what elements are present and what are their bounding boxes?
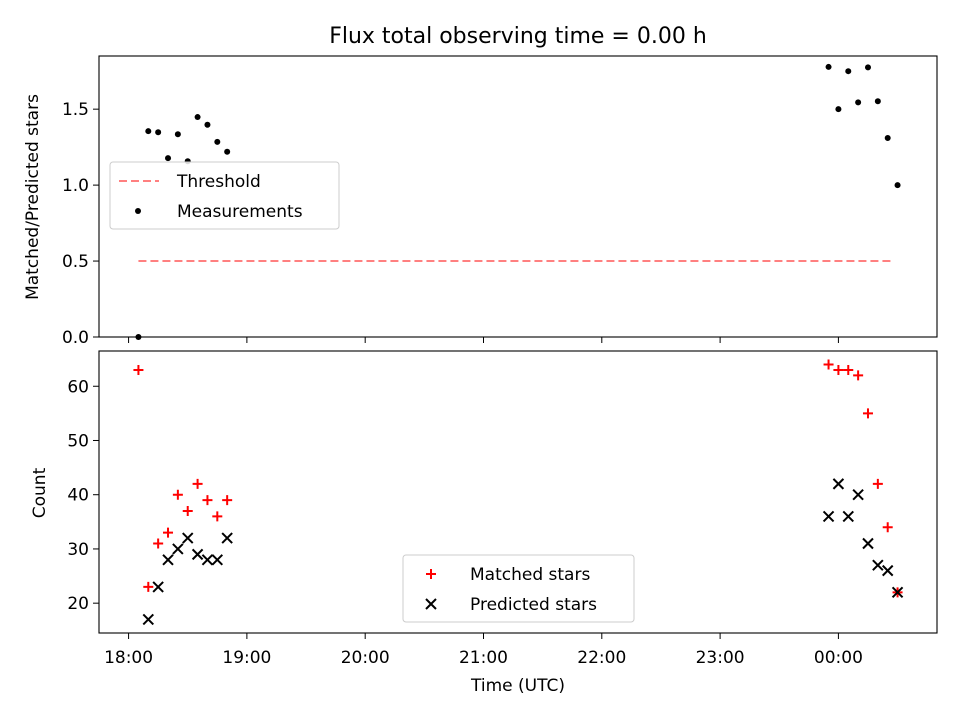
y-tick-label: 0.5 bbox=[62, 252, 89, 272]
y-tick-label: 50 bbox=[67, 431, 89, 451]
legend-box bbox=[109, 161, 340, 230]
panel-1: 0.0 0.5 1.0 1.5 Matched/Predicted stars Thres… bbox=[23, 55, 938, 348]
measurement-point bbox=[174, 131, 181, 138]
measurement-point bbox=[894, 182, 901, 189]
predicted-star-point bbox=[172, 543, 184, 555]
predicted-star-point bbox=[152, 581, 164, 593]
x-tick-label: 23:00 bbox=[696, 648, 745, 668]
predicted-star-point bbox=[872, 559, 884, 571]
legend: Matched stars Predicted stars bbox=[402, 554, 635, 623]
measurement-point bbox=[884, 135, 891, 142]
x-tick-label: 22:00 bbox=[577, 648, 626, 668]
y-tick-label: 0.0 bbox=[62, 328, 89, 348]
predicted-star-point bbox=[832, 478, 845, 490]
plot-frame bbox=[98, 55, 938, 338]
legend: Threshold Measurements bbox=[109, 161, 340, 230]
matched-star-point bbox=[192, 478, 203, 489]
measurement-point bbox=[855, 99, 862, 106]
measurement-point bbox=[155, 129, 162, 136]
legend-dot-swatch bbox=[135, 208, 141, 214]
predicted-star-point bbox=[142, 613, 155, 626]
measurement-point bbox=[145, 128, 152, 135]
x-tick-label: 18:00 bbox=[104, 648, 153, 668]
measurement-point bbox=[214, 138, 221, 145]
y-tick-label: 20 bbox=[67, 594, 89, 614]
predicted-star-point bbox=[881, 564, 894, 577]
measurement-point bbox=[874, 98, 881, 105]
y-tick-label: 40 bbox=[67, 486, 89, 506]
y-tick-label: 60 bbox=[67, 377, 89, 397]
measurement-point bbox=[194, 114, 201, 121]
measurement-point bbox=[224, 148, 231, 155]
plot-frame bbox=[98, 350, 938, 634]
legend-plus-swatch bbox=[426, 569, 436, 579]
matched-star-point bbox=[882, 522, 893, 533]
matched-star-point bbox=[182, 505, 193, 516]
legend-box bbox=[402, 554, 635, 623]
matched-star-point bbox=[163, 527, 174, 538]
chart-title: Flux total observing time = 0.00 h bbox=[329, 24, 707, 49]
matched-star-point bbox=[833, 364, 844, 375]
measurement-point bbox=[204, 121, 211, 128]
y-axis-label: Count bbox=[30, 467, 50, 518]
matched-star-point bbox=[853, 370, 864, 381]
measurement-point bbox=[845, 68, 852, 75]
matched-star-point bbox=[862, 408, 873, 419]
matched-star-point bbox=[212, 511, 223, 522]
matched-star-point bbox=[823, 359, 834, 370]
x-axis-label: Time (UTC) bbox=[470, 676, 565, 696]
measurement-point bbox=[825, 63, 832, 70]
matched-star-point bbox=[843, 364, 854, 375]
matched-star-point bbox=[153, 538, 164, 549]
y-tick-label: 1.0 bbox=[62, 176, 89, 196]
y-axis-label: Matched/Predicted stars bbox=[23, 94, 43, 300]
legend-x-swatch bbox=[425, 598, 437, 610]
x-tick-label: 21:00 bbox=[459, 648, 508, 668]
y-tick-label: 1.5 bbox=[62, 100, 89, 120]
predicted-star-point bbox=[162, 554, 174, 566]
matched-star-point bbox=[872, 478, 883, 489]
matched-star-point bbox=[202, 495, 213, 506]
measurement-point bbox=[835, 106, 842, 113]
measurement-point bbox=[165, 155, 172, 162]
predicted-star-point bbox=[201, 554, 214, 566]
legend-label: Predicted stars bbox=[470, 595, 597, 615]
matched-star-point bbox=[143, 581, 154, 592]
predicted-star-point bbox=[842, 510, 854, 523]
predicted-star-point bbox=[852, 489, 864, 501]
predicted-star-point bbox=[221, 532, 233, 544]
predicted-star-point bbox=[211, 554, 224, 566]
x-tick-label: 20:00 bbox=[341, 648, 390, 668]
matched-star-point bbox=[133, 364, 144, 375]
measurement-point bbox=[864, 64, 871, 71]
legend-label: Matched stars bbox=[470, 565, 590, 585]
predicted-star-point bbox=[822, 510, 835, 523]
predicted-star-point bbox=[191, 548, 204, 561]
legend-label: Measurements bbox=[177, 202, 303, 222]
predicted-star-point bbox=[891, 586, 904, 599]
panel-2: 20 30 40 50 60 18:00 19:00 20:00 21:00 22:00 23:00… bbox=[30, 350, 938, 696]
predicted-star-point bbox=[862, 537, 874, 550]
legend-label: Threshold bbox=[176, 172, 261, 192]
matched-star-point bbox=[222, 495, 233, 506]
y-tick-label: 30 bbox=[67, 540, 89, 560]
x-tick-label: 00:00 bbox=[814, 648, 863, 668]
predicted-star-point bbox=[182, 532, 194, 544]
measurement-point bbox=[135, 334, 142, 340]
x-tick-label: 19:00 bbox=[222, 648, 271, 668]
matched-star-point bbox=[172, 489, 183, 500]
